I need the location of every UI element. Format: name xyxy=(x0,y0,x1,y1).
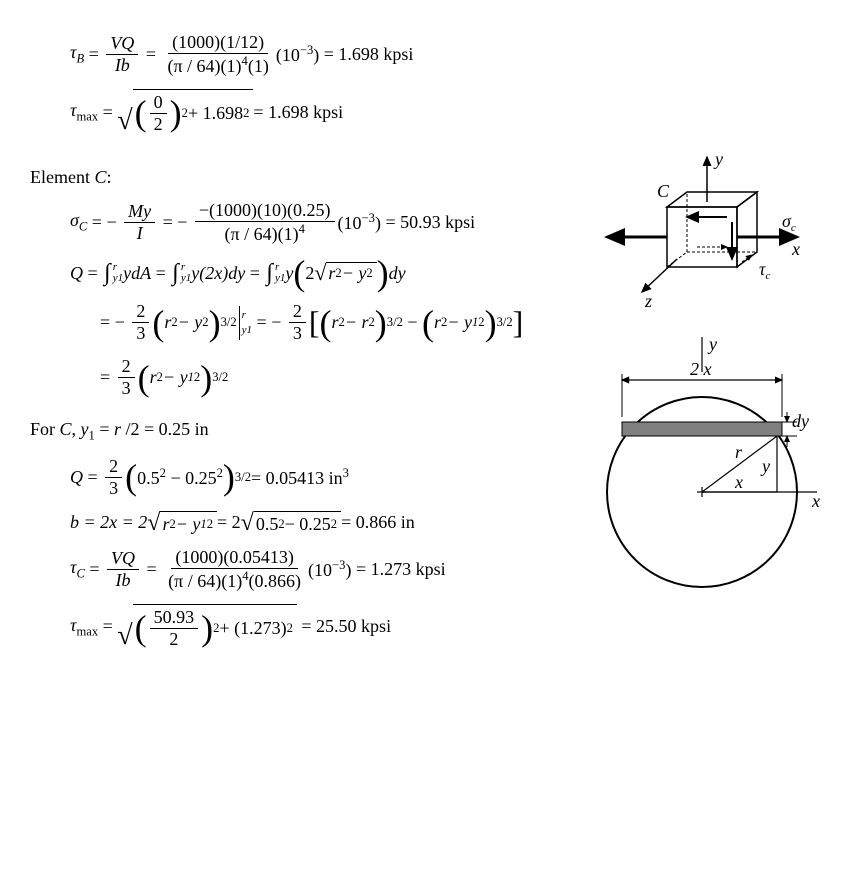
equation-sigma-c: σC = − My I = − −(1000)(10)(0.25) (π / 6… xyxy=(70,200,577,245)
equation-q-step2: = − 23 (r2 − y2)3/2 ry1 = − 23 [ (r2 − r… xyxy=(100,301,577,344)
x-inner-label: x xyxy=(734,472,743,492)
element-c-label: Element C: xyxy=(30,167,577,188)
cross-section-circle-diagram: y 2 x dy x r y x xyxy=(587,332,827,592)
equation-tau-b: τB = VQ Ib = (1000)(1/12) (π / 64)(1)4(1… xyxy=(70,32,827,77)
for-c-line: For C, y1 = r /2 = 0.25 in xyxy=(30,419,577,444)
equation-q-step3: = 23 (r2 − y12)3/2 xyxy=(100,356,577,399)
r-label: r xyxy=(735,442,743,462)
axis-x-label: x xyxy=(791,239,800,259)
axis-y-label: y xyxy=(713,149,723,169)
equation-tau-b-max: τmax = √ ( 02 )2 + 1.6982 = 1.698 kpsi xyxy=(70,89,827,135)
equation-q-integral: Q = ∫ry1 ydA = ∫ry1 y(2x)dy = ∫ry1 y (2 … xyxy=(70,257,577,289)
sigma-c-label: σc xyxy=(782,211,796,234)
equation-b-value: b = 2x = 2 √r2 − y12 = 2 √0.52 − 0.252 =… xyxy=(70,511,577,535)
tau-c-label: τc xyxy=(759,259,770,282)
dim-2x-label: 2 x xyxy=(690,359,712,379)
stress-element-cube-diagram: y C σc x τc z xyxy=(587,147,807,327)
axis-y-label: y xyxy=(707,334,717,354)
dy-label: dy xyxy=(792,411,809,431)
y-inner-label: y xyxy=(760,456,770,476)
equation-tau-c-max: τmax = √ ( 50.932 )2 + (1.273)2 = 25.50 … xyxy=(70,604,577,650)
equation-q-value: Q = 23 (0.52 − 0.252)3/2 = 0.05413 in3 xyxy=(70,456,577,499)
equation-tau-c: τC = VQIb = (1000)(0.05413)(π / 64)(1)4(… xyxy=(70,547,577,592)
cube-label-c: C xyxy=(657,181,670,201)
var-tau: τB xyxy=(70,42,84,67)
axis-x-label: x xyxy=(811,491,820,511)
axis-z-label: z xyxy=(644,291,652,311)
